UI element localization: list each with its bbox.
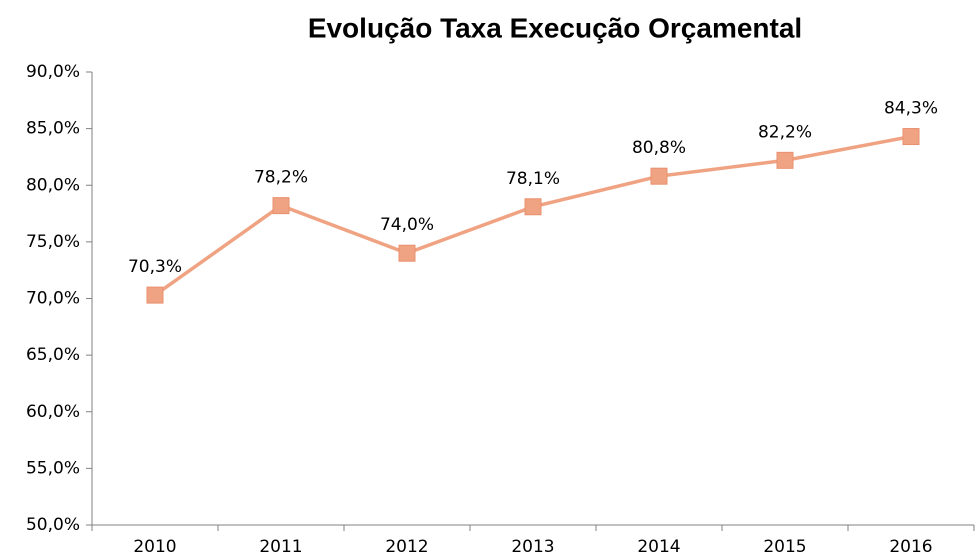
y-tick-label: 60,0% (26, 402, 80, 422)
data-label: 80,8% (632, 138, 686, 158)
x-tick-label: 2016 (889, 537, 932, 557)
data-marker (650, 167, 668, 185)
y-tick-label: 50,0% (26, 515, 80, 535)
data-marker (902, 128, 920, 146)
data-label: 78,2% (254, 168, 308, 188)
y-tick-label: 70,0% (26, 289, 80, 309)
data-marker (146, 286, 164, 304)
x-tick-label: 2010 (133, 537, 176, 557)
chart-title: Evolução Taxa Execução Orçamental (308, 12, 802, 43)
x-tick-label: 2015 (763, 537, 806, 557)
data-label: 84,3% (884, 99, 938, 119)
y-tick-label: 85,0% (26, 119, 80, 139)
x-tick-label: 2011 (259, 537, 302, 557)
y-tick-label: 90,0% (26, 62, 80, 82)
y-tick-label: 80,0% (26, 175, 80, 195)
x-tick-label: 2014 (637, 537, 680, 557)
data-marker (398, 244, 416, 262)
data-label: 74,0% (380, 215, 434, 235)
y-tick-label: 65,0% (26, 345, 80, 365)
data-line (153, 134, 912, 297)
y-tick-label: 55,0% (26, 458, 80, 478)
data-marker (776, 151, 794, 169)
data-label: 70,3% (128, 257, 182, 277)
y-tick-label: 75,0% (26, 232, 80, 252)
data-marker (272, 197, 290, 215)
x-tick-label: 2012 (385, 537, 428, 557)
data-marker (524, 198, 542, 216)
data-label: 78,1% (506, 169, 560, 189)
x-tick-label: 2013 (511, 537, 554, 557)
data-label: 82,2% (758, 122, 812, 142)
